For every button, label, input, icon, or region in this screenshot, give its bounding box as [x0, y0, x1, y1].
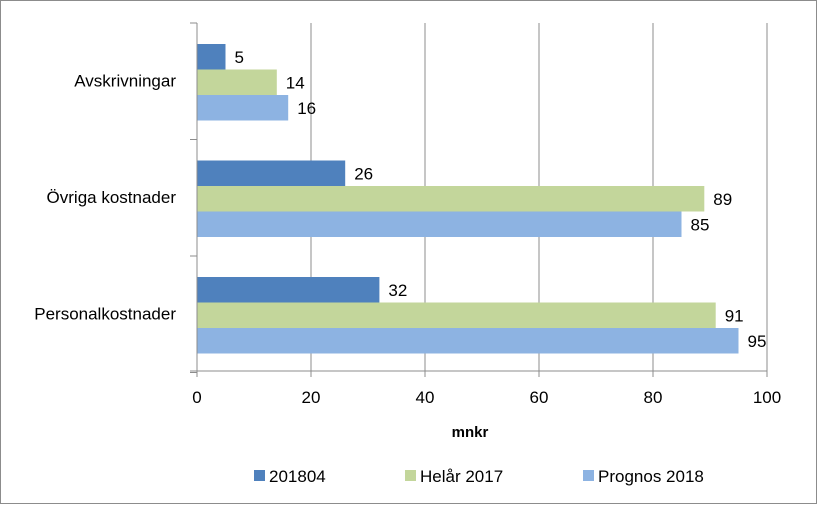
legend-swatch-2: [405, 470, 416, 481]
data-label-2-1: 14: [286, 73, 305, 92]
category-label-1: Avskrivningar: [74, 71, 176, 90]
legend-item-1: 201804: [254, 467, 326, 486]
data-label-1-3: 32: [388, 281, 407, 300]
legend-item-2: Helår 2017: [405, 467, 503, 486]
x-axis-title: mnkr: [452, 424, 489, 441]
legend: 201804 Helår 2017 Prognos 2018: [254, 467, 704, 486]
bar-1-3: [197, 277, 380, 303]
legend-swatch-3: [583, 470, 594, 481]
data-label-1-2: 26: [354, 164, 373, 183]
tick-label-20: 20: [302, 388, 321, 407]
tick-label-100: 100: [753, 388, 781, 407]
bar-3-2: [197, 211, 682, 237]
bar-2-3: [197, 302, 716, 328]
bar-3-1: [197, 95, 289, 121]
bar-1-2: [197, 160, 346, 186]
bar-2-2: [197, 186, 705, 212]
category-label-2: Övriga kostnader: [47, 188, 177, 207]
bars: [197, 44, 739, 354]
category-label-3: Personalkostnader: [34, 304, 176, 323]
data-label-2-2: 89: [713, 190, 732, 209]
bar-2-1: [197, 69, 277, 95]
data-label-2-3: 91: [725, 306, 744, 325]
bar-1-1: [197, 44, 226, 70]
tick-label-40: 40: [416, 388, 435, 407]
legend-label-2: Helår 2017: [420, 467, 503, 486]
data-label-3-3: 95: [748, 332, 767, 351]
legend-label-1: 201804: [269, 467, 326, 486]
data-label-3-1: 16: [297, 99, 316, 118]
tick-label-80: 80: [644, 388, 663, 407]
data-label-3-2: 85: [691, 215, 710, 234]
legend-swatch-1: [254, 470, 265, 481]
tick-label-60: 60: [530, 388, 549, 407]
legend-label-3: Prognos 2018: [598, 467, 704, 486]
tick-label-0: 0: [192, 388, 201, 407]
bar-3-3: [197, 328, 739, 354]
legend-item-3: Prognos 2018: [583, 467, 704, 486]
axes: [190, 22, 768, 377]
data-label-1-1: 5: [235, 48, 244, 67]
